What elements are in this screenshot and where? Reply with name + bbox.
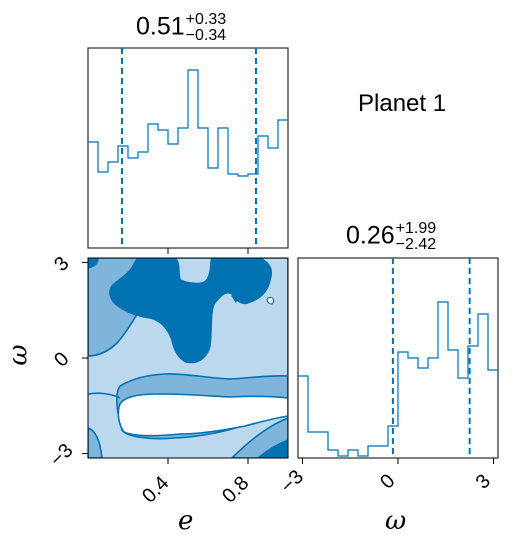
omega-tick-label-1: 0 xyxy=(376,470,399,493)
e-median: 0.51 xyxy=(136,12,185,41)
omega-histogram-ticks xyxy=(301,458,495,464)
contour-ticks xyxy=(82,261,249,464)
omega-y-tick-label-1: 0 xyxy=(50,348,73,371)
planet-label: Planet 1 xyxy=(358,90,447,117)
omega-histogram-title: 0.26 +1.99 −2.42 xyxy=(346,221,436,253)
e-histogram-line xyxy=(88,69,288,177)
omega-y-axis-label: ω xyxy=(3,344,34,366)
e-histogram-panel xyxy=(87,47,289,254)
e-minus-error: −0.34 xyxy=(185,27,227,44)
omega-minus-error: −2.42 xyxy=(395,236,437,253)
e-tick-label-0: 0.4 xyxy=(138,472,173,507)
omega-tick-label-0: −3 xyxy=(276,466,308,498)
omega-histogram-line xyxy=(298,301,498,457)
contour-island-bottom-left xyxy=(88,427,103,458)
omega-y-tick-label-2: 3 xyxy=(50,253,73,276)
contour-small-island-1 xyxy=(231,294,239,303)
omega-median: 0.26 xyxy=(346,221,395,250)
contour-hole xyxy=(117,393,288,437)
e-plus-error: +0.33 xyxy=(185,11,227,28)
e-axis-label: e xyxy=(178,506,194,536)
omega-plus-error: +1.99 xyxy=(395,220,437,237)
contour-small-island-2 xyxy=(266,296,275,305)
omega-histogram-panel xyxy=(297,257,499,464)
omega-y-tick-label-0: −3 xyxy=(46,439,78,471)
e-tick-label-1: 0.8 xyxy=(218,472,253,507)
omega-axis-label: ω xyxy=(385,506,407,536)
contour-inner-level xyxy=(109,258,273,364)
omega-tick-label-2: 3 xyxy=(472,470,495,493)
e-histogram-title: 0.51 +0.33 −0.34 xyxy=(136,12,226,44)
contour-line-left xyxy=(88,392,121,399)
contour-island-bottom-right-inner xyxy=(256,439,288,458)
e-omega-contour-panel xyxy=(82,257,289,464)
